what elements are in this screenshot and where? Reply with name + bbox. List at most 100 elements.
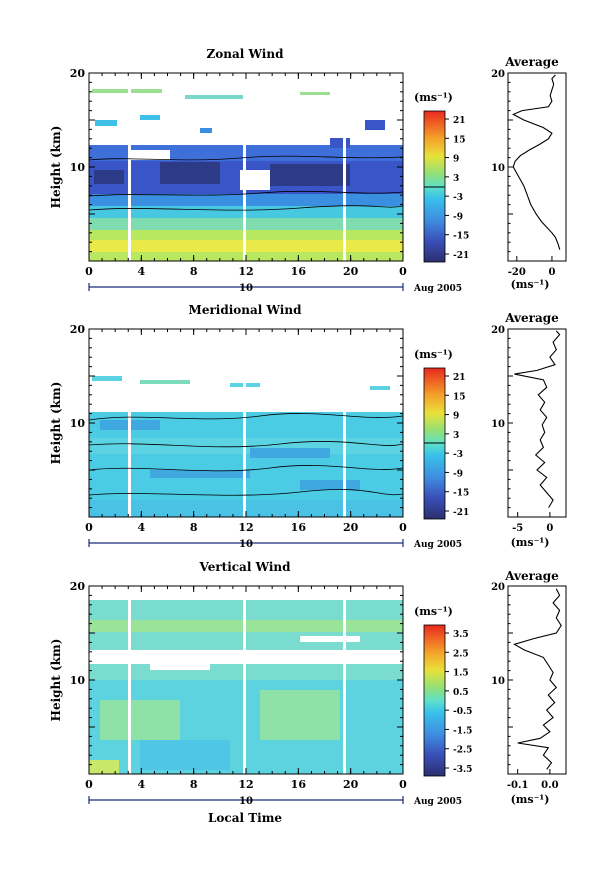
colorbar [423,624,446,777]
colorbar-label: -0.5 [453,707,472,717]
heatmap-blob [260,690,340,740]
colorbar-label: -15 [453,232,469,242]
x-tick-label: 16 [291,778,307,791]
heatmap-blob [100,700,180,740]
profile-y-tick-label: 20 [491,582,505,593]
x-tick-label: 12 [238,778,253,791]
profile-line [514,330,561,508]
profile-x-tick-label: -0.1 [507,780,529,791]
colorbar-label: -21 [453,251,469,261]
colorbar-label: -15 [453,489,469,499]
x-tick-label: 4 [138,265,146,278]
colorbar-label: 3 [453,174,459,184]
profile-title: Average [504,311,559,325]
x-axis: 0 4 8 12 16 20 0 10 Aug 2005 [85,329,462,550]
profile-axes: -5 0 10 20 [491,325,553,534]
panel-vertical: Vertical Wind 0 4 8 12 16 20 010 Aug 2005 1020 … [49,560,567,825]
contour [88,489,404,496]
contour [88,465,404,472]
heatmap-blob [150,470,250,478]
colorbar-label: -3.5 [453,765,472,775]
date-mark: 10 [239,539,253,550]
heatmap-blob [140,115,160,120]
data-gap [243,586,246,774]
heatmap-blob [300,636,360,642]
heatmap-blob [160,162,220,184]
colorbar-labels: 21 15 9 3 -3 -9 -15 -21 [445,116,469,261]
profile-title: Average [504,569,559,583]
colorbar-label: -3 [453,450,463,460]
colorbar-labels: 21 15 9 3 -3 -9 -15 -21 [445,373,469,518]
profile-title: Average [504,55,559,69]
profile-y-tick-label: 10 [491,419,505,430]
contour [88,155,404,161]
profile-xlabel: (ms⁻¹) [511,536,550,549]
x-tick-label: 8 [190,521,198,534]
profile-xlabel: (ms⁻¹) [511,278,550,291]
y-axis: 10 20 [70,323,403,518]
heatmap-blob [92,89,162,93]
data-gap [343,586,346,774]
contour [88,413,404,421]
heatmap-blob [370,386,390,390]
colorbar-label: -9 [453,212,463,222]
profile-frame [507,328,567,518]
profile-x-tick-label: 0.0 [541,780,558,791]
data-gap [343,73,346,261]
x-tick-label: 8 [190,265,198,278]
heatmap-blob [89,760,119,774]
y-tick-label: 10 [70,161,86,174]
x-tick-label: 4 [138,778,146,791]
y-axis-label: Height (km) [49,639,63,722]
y-tick-label: 10 [70,417,86,430]
x-tick-label: 20 [343,265,359,278]
data-gap [128,329,131,517]
colorbar-label: -3 [453,193,463,203]
heatmap-layer [88,73,404,261]
x-axis-label: Local Time [208,811,282,825]
profile-y-tick-label: 20 [491,69,505,80]
heatmap-blob [240,170,270,190]
y-axis: 10 20 [70,580,403,775]
profile-xlabel: (ms⁻¹) [511,793,550,806]
heatmap-blob [250,448,330,458]
data-gap [343,329,346,517]
profile-y-tick-label: 10 [491,676,505,687]
x-tick-label: 0 [85,521,93,534]
panel-meridional: Meridional Wind 0 4 8 12 16 20 0 10 Aug 2005 10 2… [49,303,567,550]
colorbar-unit: (ms⁻¹) [414,348,453,361]
heatmap-blob [92,376,122,381]
contour [88,205,404,211]
y-axis-label: Height (km) [49,126,63,209]
heatmap-blob [140,740,230,770]
profile-x-tick-label: 0 [548,267,555,278]
heatmap-blob [94,170,124,184]
profile-x-tick-label: -5 [512,523,523,534]
date-label: Aug 2005 [413,540,462,550]
x-axis: 0 4 8 12 16 20 0 10 Aug 2005 [85,586,462,807]
colorbar-label: -2.5 [453,746,472,756]
x-axis: 0 4 8 12 16 20 0 10 Aug 2005 [85,73,462,294]
x-tick-label: 8 [190,778,198,791]
colorbar-unit: (ms⁻¹) [414,91,453,104]
panel-title: Vertical Wind [198,560,291,574]
x-tick-label: 12 [238,265,253,278]
colorbar-label: 9 [453,412,459,422]
colorbar-label: 3.5 [453,630,469,640]
x-tick-label: 16 [291,265,307,278]
colorbar-label: -9 [453,469,463,479]
heatmap-layer [88,329,404,517]
y-tick-label: 20 [70,67,86,80]
y-tick-label: 20 [70,580,86,593]
heatmap-blob [365,120,385,130]
colorbar-label: -1.5 [453,726,472,736]
contour [88,441,404,448]
date-mark: 10 [239,283,253,294]
x-tick-label: 0 [399,265,407,278]
profile-frame [507,72,567,262]
x-tick-label: 0 [399,778,407,791]
colorbar-label: 0.5 [453,688,469,698]
colorbar-label: 9 [453,155,459,165]
panel-zonal: Zonal Wind [49,47,567,294]
